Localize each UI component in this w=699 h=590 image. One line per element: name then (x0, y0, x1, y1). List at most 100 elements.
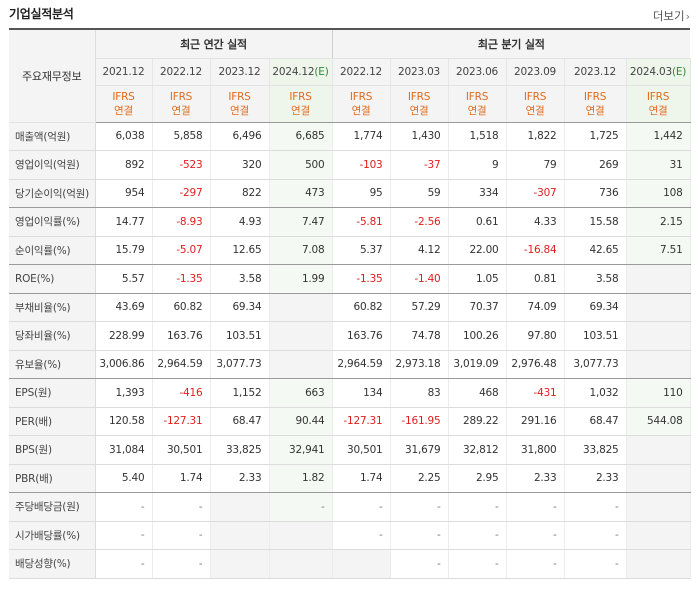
accounting-standard: IFRS (523, 90, 547, 103)
table-cell: - (95, 521, 153, 550)
table-row: 주당배당금(원) - - - - - - - - (9, 492, 691, 522)
consolidation-type: 연결 (409, 104, 429, 117)
row-label: 영업이익률(%) (9, 207, 96, 237)
consolidation-type: 연결 (351, 104, 371, 117)
period-label: 2021.12 (102, 65, 145, 78)
accounting-standard-header: IFRS 연결 (564, 85, 627, 123)
table-cell: 291.16 (506, 407, 565, 436)
table-cell: 3.58 (210, 264, 270, 294)
table-cell: 30,501 (331, 435, 391, 465)
table-cell: 3,006.86 (95, 350, 153, 379)
table-cell: 31,679 (390, 435, 449, 465)
table-cell: 3.58 (564, 264, 627, 294)
row-header-label: 주요재무정보 (9, 28, 96, 123)
period-label: 2022.12 (340, 65, 383, 78)
row-label: ROE(%) (9, 264, 96, 294)
table-row: 배당성향(%) - - - - - - (9, 549, 691, 579)
table-cell: 822 (210, 179, 270, 208)
table-cell: 32,941 (269, 435, 333, 465)
table-cell: 90.44 (269, 407, 333, 436)
table-cell: -1.35 (331, 264, 391, 294)
consolidation-type: 연결 (230, 104, 249, 117)
row-label: 당기순이익(억원) (9, 179, 96, 208)
table-cell: -127.31 (152, 407, 211, 436)
accounting-standard-header: IFRS 연결 (269, 85, 333, 123)
table-cell: 1.82 (269, 464, 333, 493)
row-label: PBR(배) (9, 464, 96, 493)
table-row: 당좌비율(%) 228.99 163.76 103.51 163.76 74.78 100.… (9, 321, 691, 351)
table-cell: 5.57 (95, 264, 153, 294)
table-cell: 1,032 (564, 378, 627, 408)
table-cell: -416 (152, 378, 211, 408)
accounting-standard-header: IFRS 연결 (390, 85, 449, 123)
table-cell (269, 321, 333, 351)
table-cell: 1,152 (210, 378, 270, 408)
quarterly-group-header: 최근 분기 실적 (331, 28, 691, 59)
table-cell: 22.00 (448, 236, 507, 265)
table-row: PER(배) 120.58 -127.31 68.47 90.44 -127.31 -161… (9, 407, 691, 436)
table-cell: 7.47 (269, 207, 333, 237)
table-cell: 69.34 (210, 293, 270, 322)
accounting-standard: IFRS (583, 90, 607, 103)
table-cell: -103 (331, 150, 391, 180)
table-cell: 6,685 (269, 122, 333, 151)
table-cell: 7.08 (269, 236, 333, 265)
table-cell: - (506, 492, 565, 522)
table-cell: 2.33 (506, 464, 565, 493)
table-cell: 1,518 (448, 122, 507, 151)
period-header: 2022.12 (152, 58, 211, 86)
table-cell: - (95, 549, 153, 579)
consolidation-type: 연결 (114, 104, 133, 117)
more-label: 더보기 (652, 9, 685, 23)
annual-group-header: 최근 연간 실적 (95, 28, 333, 59)
table-cell: 954 (95, 179, 153, 208)
row-label: 매출액(억원) (9, 122, 96, 151)
table-cell: -307 (506, 179, 565, 208)
table-cell: 6,038 (95, 122, 153, 151)
table-cell (210, 521, 270, 550)
table-cell: 334 (448, 179, 507, 208)
table-cell: 4.12 (390, 236, 449, 265)
table-cell: 43.69 (95, 293, 153, 322)
table-cell: 32,812 (448, 435, 507, 465)
table-cell: 83 (390, 378, 449, 408)
table-cell (210, 549, 270, 579)
period-header: 2023.12 (210, 58, 270, 86)
table-cell: 7.51 (626, 236, 691, 265)
table-row: 유보율(%) 3,006.86 2,964.59 3,077.73 2,964.59 2,… (9, 350, 691, 379)
table-cell (626, 492, 691, 522)
table-cell: - (448, 492, 507, 522)
table-cell: -1.35 (152, 264, 211, 294)
table-cell: 163.76 (331, 321, 391, 351)
table-cell: 3,019.09 (448, 350, 507, 379)
accounting-standard: IFRS (228, 90, 251, 103)
section-header: 기업실적분석 더보기› (0, 0, 699, 28)
table-cell: - (506, 521, 565, 550)
table-cell: 1,822 (506, 122, 565, 151)
table-cell: 74.78 (390, 321, 449, 351)
table-cell: 2,973.18 (390, 350, 449, 379)
consolidation-type: 연결 (171, 104, 191, 117)
row-label: BPS(원) (9, 435, 96, 465)
section-title: 기업실적분석 (9, 7, 74, 21)
period-header: 2023.03 (390, 58, 449, 86)
table-cell: 57.29 (390, 293, 449, 322)
table-cell: -5.81 (331, 207, 391, 237)
accounting-standard-header: IFRS 연결 (95, 85, 153, 123)
period-label: 2024.03 (629, 65, 672, 78)
table-cell: - (152, 521, 211, 550)
table-cell: 0.61 (448, 207, 507, 237)
table-row: 당기순이익(억원) 954 -297 822 473 95 59 334 -307 736 108 (9, 179, 691, 208)
table-cell: 1.74 (331, 464, 391, 493)
table-cell: 228.99 (95, 321, 153, 351)
chevron-right-icon: › (685, 10, 690, 23)
table-row: 매출액(억원) 6,038 5,858 6,496 6,685 1,774 1,430 1,5… (9, 122, 691, 151)
group-header-row: 주요재무정보 최근 연간 실적 최근 분기 실적 (9, 28, 691, 123)
table-row: 순이익률(%) 15.79 -5.07 12.65 7.08 5.37 4.12 22.00-… (9, 236, 691, 265)
more-link[interactable]: 더보기› (653, 8, 690, 24)
table-cell: 6,496 (210, 122, 270, 151)
table-cell: -2.56 (390, 207, 449, 237)
table-cell: -127.31 (331, 407, 391, 436)
table-row: 영업이익률(%) 14.77 -8.93 4.93 7.47 -5.81 -2.56 0.61… (9, 207, 691, 237)
row-label: 당좌비율(%) (9, 321, 96, 351)
